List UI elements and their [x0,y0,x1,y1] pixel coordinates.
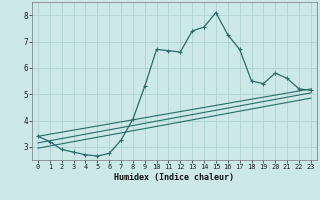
X-axis label: Humidex (Indice chaleur): Humidex (Indice chaleur) [115,173,234,182]
